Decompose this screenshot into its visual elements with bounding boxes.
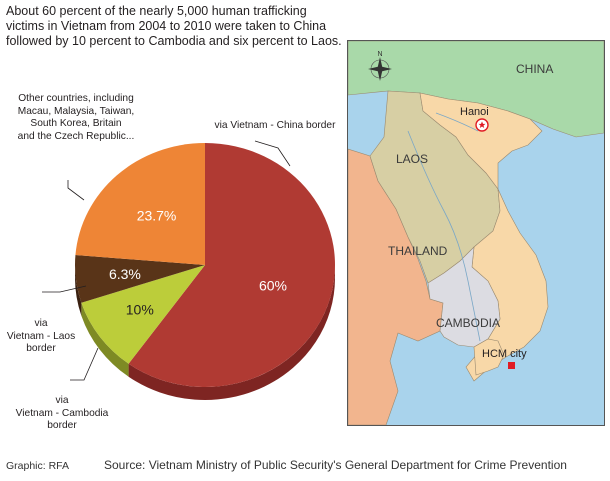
map-mekong-delta xyxy=(473,338,505,376)
pie-chart: 60% 10% 6.3% 23.7% xyxy=(42,140,335,400)
pie-slice-side-1 xyxy=(81,302,129,377)
pie-slice-side-2 xyxy=(75,265,82,316)
graphic-credit: Graphic: RFA xyxy=(6,460,70,472)
leader-line-cambodia xyxy=(70,347,99,381)
map-label-laos: LAOS xyxy=(396,152,428,166)
map-label-hcm: HCM city xyxy=(482,348,527,360)
annotation-other-line: and the Czech Republic... xyxy=(17,130,135,142)
pie-leader-lines xyxy=(42,140,291,381)
pie-slice-side-0 xyxy=(128,265,335,400)
headline-line-2: victims in Vietnam from 2004 to 2010 wer… xyxy=(6,19,327,33)
annotation-laos: via Vietnam - Laos border xyxy=(2,318,80,356)
pie-sides xyxy=(75,265,335,400)
pie-slice-0 xyxy=(128,143,335,387)
pie-label-2: 6.3% xyxy=(109,266,141,282)
annotation-cambodia-line: via xyxy=(55,395,69,406)
annotation-other-line: Other countries, including xyxy=(18,93,134,104)
map-label-hanoi: Hanoi xyxy=(460,106,489,118)
annotation-laos-line: border xyxy=(26,343,56,354)
annotation-other-line: South Korea, Britain xyxy=(30,118,122,129)
map-cambodia xyxy=(427,246,501,348)
pie-labels: 60% 10% 6.3% 23.7% xyxy=(109,208,287,318)
annotation-laos-line: Vietnam - Laos xyxy=(6,330,76,342)
map-label-cambodia: CAMBODIA xyxy=(436,316,500,330)
annotation-laos-line: via xyxy=(34,318,48,329)
annotation-cambodia-line: Vietnam - Cambodia xyxy=(15,407,109,419)
annotation-china-text: via Vietnam - China border xyxy=(214,120,336,131)
pie-slice-1 xyxy=(81,265,205,364)
annotation-other-line: Macau, Malaysia, Taiwan, xyxy=(17,105,135,117)
region-map: N CHINA Hanoi LAOS THAILAND CAMBODIA HCM… xyxy=(347,40,605,426)
pie-label-1: 10% xyxy=(126,301,154,317)
headline-line-1: About 60 percent of the nearly 5,000 hum… xyxy=(6,4,307,18)
map-river-red xyxy=(435,112,479,132)
compass-north-label: N xyxy=(377,51,382,58)
compass-icon: N xyxy=(368,51,392,81)
pie-label-3: 23.7% xyxy=(137,208,177,224)
hanoi-star-icon xyxy=(475,118,489,132)
headline: About 60 percent of the nearly 5,000 hum… xyxy=(6,4,366,49)
leader-line-other xyxy=(67,180,85,201)
pie-label-0: 60% xyxy=(259,278,287,294)
leader-line-china xyxy=(254,140,291,167)
map-rivers xyxy=(407,130,481,342)
annotation-cambodia: via Vietnam - Cambodia border xyxy=(2,395,122,433)
leader-line-laos xyxy=(42,285,87,293)
pie-slice-3 xyxy=(75,143,205,265)
annotation-cambodia-line: border xyxy=(47,420,77,431)
headline-line-3: followed by 10 percent to Cambodia and s… xyxy=(6,34,342,48)
pie-slices xyxy=(75,143,335,387)
map-label-thailand: THAILAND xyxy=(388,244,448,258)
pie-slice-2 xyxy=(75,255,206,303)
annotation-china: via Vietnam - China border xyxy=(180,120,370,133)
map-label-china: CHINA xyxy=(516,62,553,76)
hcm-marker-icon xyxy=(508,362,515,369)
annotation-other: Other countries, including Macau, Malays… xyxy=(2,93,150,143)
source-note: Source: Vietnam Ministry of Public Secur… xyxy=(104,458,567,472)
